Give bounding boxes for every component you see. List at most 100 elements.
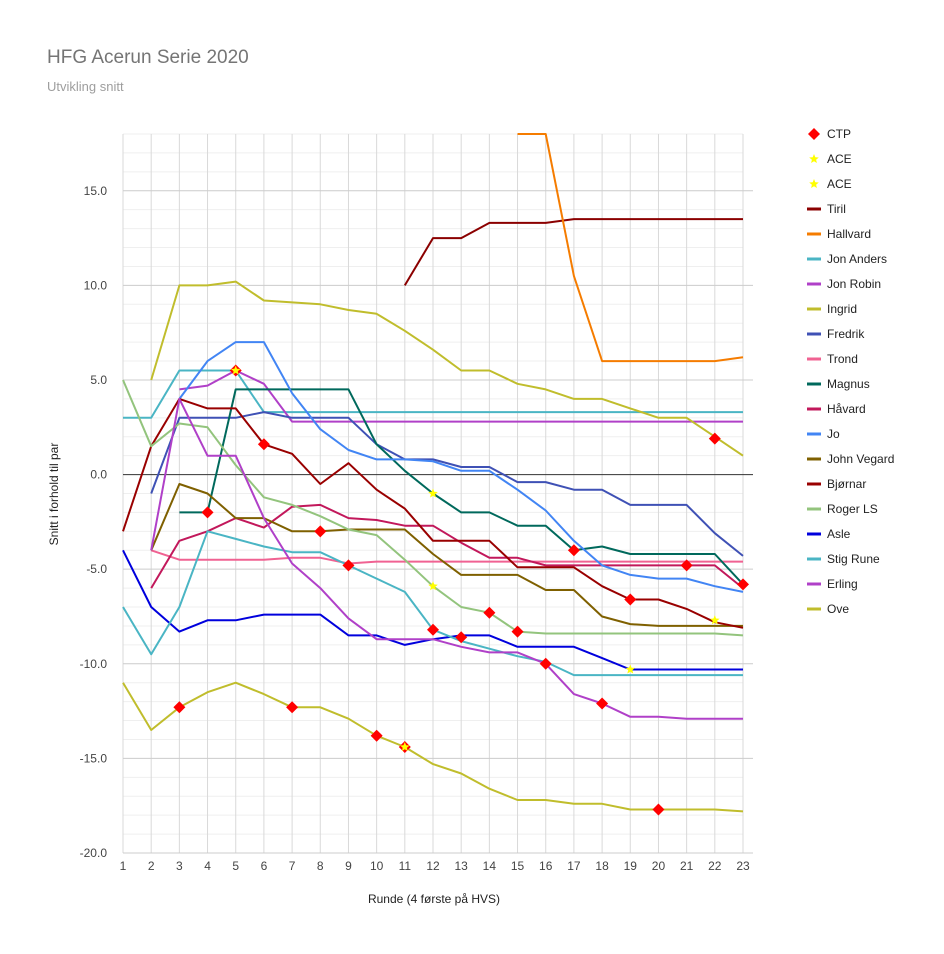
series-line-jon-robin: [179, 369, 743, 423]
ctp-marker: [455, 631, 468, 644]
ctp-marker: [257, 438, 270, 451]
legend-label: Trond: [827, 352, 858, 366]
x-tick-label: 10: [370, 859, 384, 873]
legend-label: Magnus: [827, 377, 870, 391]
legend-item: Bjørnar: [807, 477, 866, 491]
y-tick-label: -10.0: [80, 657, 108, 671]
x-tick-label: 6: [261, 859, 268, 873]
x-tick-label: 22: [708, 859, 722, 873]
series-line-trond: [150, 549, 743, 565]
y-axis-label: Snitt i forhold til par: [47, 443, 61, 546]
ctp-marker: [596, 697, 609, 710]
ctp-marker: [680, 559, 693, 572]
x-tick-label: 17: [567, 859, 581, 873]
ctp-marker: [483, 606, 496, 619]
legend-label: Håvard: [827, 402, 866, 416]
ctp-marker: [624, 593, 637, 606]
series-line-hallvard: [517, 133, 744, 363]
ace-marker: [231, 365, 241, 375]
legend-item: Magnus: [807, 377, 870, 391]
x-tick-label: 1: [120, 859, 127, 873]
legend-label: Roger LS: [827, 502, 878, 516]
legend-label: ACE: [827, 152, 852, 166]
series-line-jo: [178, 341, 744, 593]
legend-label: Tiril: [827, 202, 846, 216]
x-tick-label: 11: [399, 859, 412, 873]
x-tick-label: 12: [426, 859, 440, 873]
legend-label: John Vegard: [827, 452, 894, 466]
legend-label: Jon Anders: [827, 252, 887, 266]
gridlines: [122, 133, 753, 854]
ctp-marker: [737, 578, 749, 591]
legend-item: ACE: [809, 177, 852, 191]
legend-item: Trond: [807, 352, 858, 366]
legend-item: Asle: [807, 527, 851, 541]
legend-item: Jon Anders: [807, 252, 887, 266]
ctp-marker: [652, 803, 665, 816]
legend-label: Asle: [827, 527, 851, 541]
x-tick-label: 19: [624, 859, 638, 873]
series-line-magnus: [179, 388, 744, 585]
ctp-marker: [286, 701, 299, 714]
legend-label: ACE: [827, 177, 852, 191]
y-tick-label: -5.0: [86, 562, 107, 576]
ctp-marker: [201, 506, 214, 519]
x-tick-label: 21: [680, 859, 694, 873]
legend-item: Tiril: [807, 202, 846, 216]
x-tick-label: 18: [595, 859, 609, 873]
ctp-marker: [370, 729, 383, 742]
series-line-bj-rnar: [122, 397, 744, 629]
series-line-tiril: [403, 218, 743, 286]
legend-label: Fredrik: [827, 327, 865, 341]
x-tick-label: 2: [148, 859, 155, 873]
legend-label: Jon Robin: [827, 277, 881, 291]
series-line-fredrik: [150, 411, 744, 557]
legend-item: Stig Rune: [807, 552, 880, 566]
y-tick-label: 15.0: [84, 184, 108, 198]
legend-item: ACE: [809, 152, 852, 166]
ctp-marker: [708, 432, 721, 445]
x-tick-label: 14: [483, 859, 497, 873]
legend-item: CTP: [808, 127, 851, 141]
ace-marker: [428, 581, 438, 591]
legend-item: Hallvard: [807, 227, 871, 241]
series-line-ingrid: [150, 280, 744, 457]
series-line-john-vegard: [150, 483, 743, 627]
x-tick-label: 13: [455, 859, 469, 873]
ctp-marker: [342, 559, 355, 572]
ctp-marker: [567, 544, 580, 557]
y-tick-label: -20.0: [80, 846, 108, 860]
y-tick-label: 0.0: [90, 468, 107, 482]
legend-symbol-star: [809, 154, 819, 163]
chart-subtitle: Utvikling snitt: [47, 79, 124, 94]
legend-item: Ove: [807, 602, 849, 616]
markers: [173, 364, 749, 816]
x-tick-label: 16: [539, 859, 553, 873]
legend-label: CTP: [827, 127, 851, 141]
x-tick-label: 7: [289, 859, 296, 873]
ace-marker: [710, 615, 720, 625]
y-tick-label: 10.0: [84, 278, 108, 292]
series-line-h-vard: [150, 503, 744, 589]
ace-marker: [428, 488, 438, 498]
ctp-marker: [314, 525, 327, 538]
legend-item: Fredrik: [807, 327, 865, 341]
y-tick-label: 5.0: [90, 373, 107, 387]
ace-marker: [625, 664, 635, 674]
legend-item: Jon Robin: [807, 277, 881, 291]
x-tick-label: 5: [232, 859, 239, 873]
legend-label: Stig Rune: [827, 552, 880, 566]
series-line-ove: [122, 681, 744, 813]
legend-label: Jo: [827, 427, 840, 441]
x-tick-label: 20: [652, 859, 666, 873]
legend-item: Jo: [807, 427, 840, 441]
legend-label: Ingrid: [827, 302, 857, 316]
legend-symbol-star: [809, 179, 819, 188]
ace-marker: [400, 742, 410, 752]
legend-item: Håvard: [807, 402, 866, 416]
series-line-erling: [150, 397, 743, 720]
chart-title: HFG Acerun Serie 2020: [47, 47, 249, 68]
legend: CTP ACE ACE Tiril Hallvard Jon Anders Jon Robi…: [807, 127, 894, 616]
x-tick-label: 23: [736, 859, 750, 873]
